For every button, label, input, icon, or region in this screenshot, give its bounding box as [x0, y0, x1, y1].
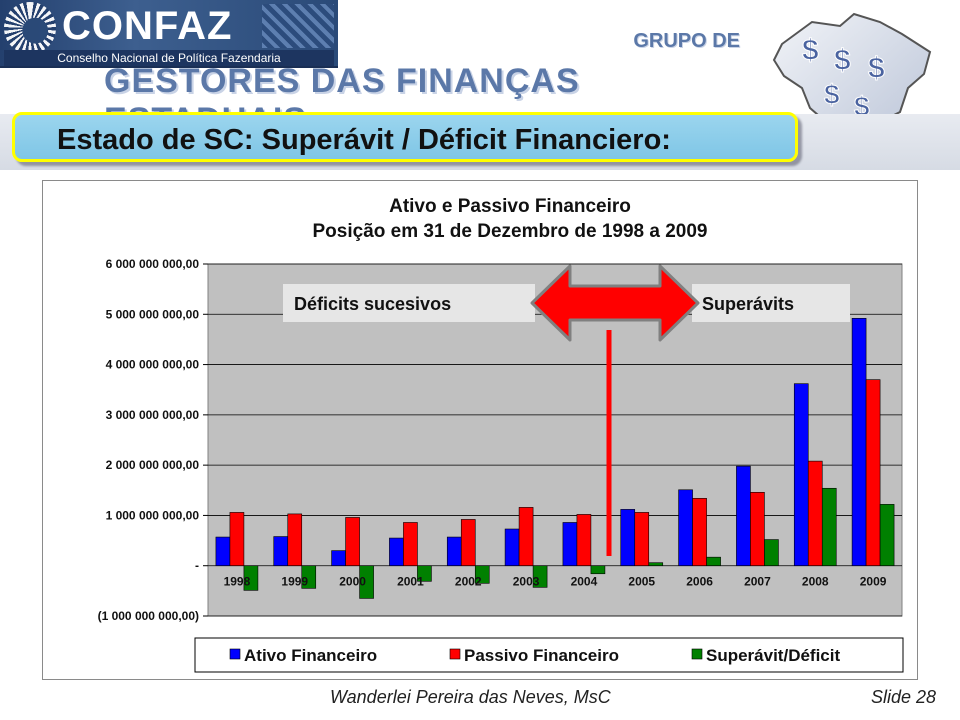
x-tick-label: 2001 [397, 575, 424, 589]
group-title-line2: GESTORES DAS FINANÇAS ESTADUAIS [104, 62, 580, 139]
bar-passivo [345, 517, 360, 567]
y-tick-label: 1 000 000 000,00 [106, 508, 200, 522]
bar-passivo [287, 513, 303, 567]
bar-saldo [648, 562, 664, 567]
slide-title: Estado de SC: Superávit / Déficit Financ… [12, 112, 798, 162]
bar-ativo [331, 550, 346, 567]
legend-box [194, 637, 904, 673]
legend-label: Superávit/Déficit [706, 646, 840, 665]
x-tick-label: 2006 [686, 575, 713, 589]
bar-passivo [403, 522, 418, 567]
bar-chart: Ativo e Passivo Financeiro Posição em 31… [98, 196, 904, 673]
bar-saldo [301, 565, 317, 589]
map-dollar-4: $ [824, 79, 840, 110]
chart-title: Ativo e Passivo Financeiro [389, 196, 631, 217]
bar-saldo [474, 565, 490, 584]
bar-saldo [359, 565, 374, 599]
footer-author: Wanderlei Pereira das Neves, MsC [330, 687, 611, 707]
annotation-right-label: Superávits [702, 294, 794, 314]
bar-passivo [807, 460, 823, 567]
bar-ativo [273, 536, 289, 567]
x-tick-label: 2000 [339, 575, 366, 589]
y-tick-label: 5 000 000 000,00 [106, 307, 200, 321]
slide-number: Slide 28 [870, 687, 936, 707]
y-tick-label: 6 000 000 000,00 [106, 257, 200, 271]
x-tick-label: 2007 [744, 575, 771, 589]
confaz-emblem-icon [4, 2, 56, 54]
bar-ativo [562, 522, 578, 567]
bar-saldo [243, 565, 259, 591]
y-tick-label: 2 000 000 000,00 [106, 458, 200, 472]
bar-passivo [634, 512, 650, 567]
bar-passivo [750, 491, 765, 567]
y-tick-label: (1 000 000 000,00) [98, 609, 199, 623]
bar-saldo [879, 504, 895, 567]
bar-passivo [460, 519, 476, 567]
annotation-left-box [283, 284, 535, 322]
bar-saldo [764, 539, 779, 567]
bar-saldo [590, 565, 606, 575]
group-title-line1: GRUPO DE [633, 30, 740, 52]
x-tick-label: 2005 [628, 575, 655, 589]
bar-passivo [229, 512, 245, 567]
bar-saldo [821, 487, 837, 567]
logo-subtitle: Conselho Nacional de Política Fazendaria [4, 50, 334, 66]
bar-passivo [518, 507, 534, 567]
bar-ativo [736, 465, 751, 567]
map-dollar-2: $ [834, 44, 851, 77]
bar-passivo [865, 379, 881, 567]
bar-passivo [692, 498, 707, 567]
bar-saldo [706, 556, 721, 567]
bar-passivo [576, 514, 592, 567]
map-dollar-1: $ [802, 34, 819, 67]
double-arrow-icon [530, 264, 700, 342]
legend-swatch [691, 648, 703, 660]
x-tick-label: 2009 [860, 575, 887, 589]
legend-label: Passivo Financeiro [464, 646, 619, 665]
bar-ativo [793, 383, 809, 567]
x-tick-label: 2003 [513, 575, 540, 589]
x-tick-label: 2004 [571, 575, 598, 589]
logo-name: CONFAZ [62, 4, 233, 48]
legend-swatch [229, 648, 241, 660]
annotation-right-box [692, 284, 850, 322]
bar-ativo [504, 528, 520, 567]
bar-ativo [851, 318, 867, 567]
chart-subtitle: Posição em 31 de Dezembro de 1998 a 2009 [313, 221, 708, 242]
bar-ativo [389, 537, 404, 567]
x-tick-label: 1999 [281, 575, 308, 589]
bar-saldo [417, 565, 432, 582]
y-tick-label: 3 000 000 000,00 [106, 408, 200, 422]
legend-swatch [449, 648, 461, 660]
bar-ativo [446, 536, 462, 567]
bar-ativo [215, 536, 231, 567]
map-dollar-3: $ [868, 52, 885, 85]
legend-label: Ativo Financeiro [244, 646, 377, 665]
confaz-logo: CONFAZ Conselho Nacional de Política Faz… [0, 0, 338, 68]
y-tick-label: - [195, 559, 199, 573]
bar-saldo [532, 565, 548, 588]
bar-ativo [678, 489, 693, 567]
annotation-left-label: Déficits sucesivos [294, 294, 451, 314]
y-tick-label: 4 000 000 000,00 [106, 358, 200, 372]
logo-stripes [262, 4, 334, 48]
x-tick-label: 1998 [224, 575, 251, 589]
bar-ativo [620, 509, 636, 567]
x-tick-label: 2008 [802, 575, 829, 589]
x-tick-label: 2002 [455, 575, 482, 589]
